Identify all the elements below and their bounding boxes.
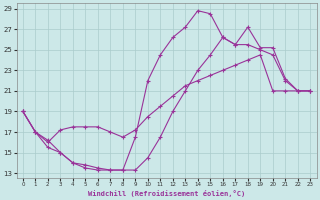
X-axis label: Windchill (Refroidissement éolien,°C): Windchill (Refroidissement éolien,°C) bbox=[88, 190, 245, 197]
